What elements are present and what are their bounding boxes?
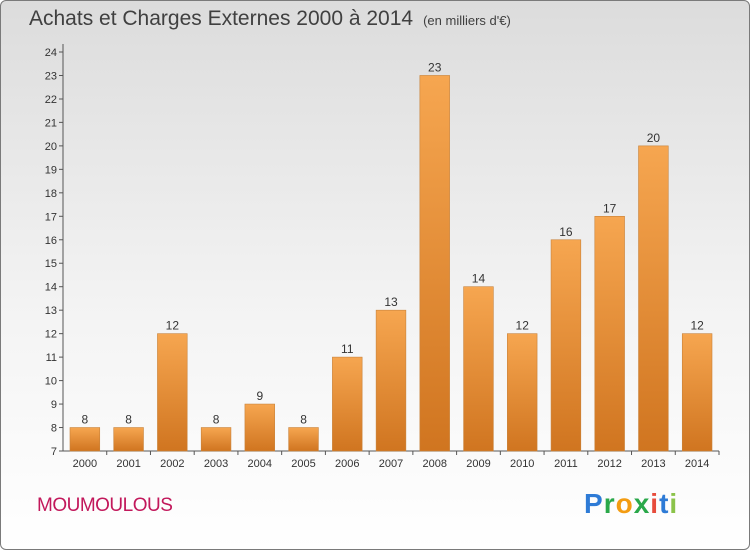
data-label: 8 — [125, 413, 132, 427]
y-tick-label: 18 — [45, 188, 57, 200]
logo-letter: i — [669, 488, 679, 519]
y-tick-label: 12 — [45, 329, 57, 341]
bar — [638, 145, 669, 452]
y-tick-label: 22 — [45, 94, 57, 106]
y-tick-label: 8 — [51, 423, 57, 435]
data-label: 23 — [428, 60, 442, 74]
data-label: 8 — [82, 413, 89, 427]
y-tick-label: 14 — [45, 282, 57, 294]
chart-title-text: Achats et Charges Externes 2000 à 2014 — [29, 7, 414, 30]
logo-letter: r — [603, 488, 616, 519]
bar — [594, 215, 625, 452]
y-tick-label: 11 — [46, 352, 57, 364]
x-tick-label: 2011 — [554, 458, 578, 470]
bar — [288, 427, 319, 452]
y-tick-label: 13 — [45, 305, 57, 317]
y-tick-label: 23 — [45, 70, 57, 82]
y-tick-label: 16 — [45, 235, 57, 247]
x-tick-label: 2006 — [335, 458, 359, 470]
x-tick-label: 2009 — [466, 458, 490, 470]
x-tick-label: 2001 — [116, 458, 140, 470]
bar — [332, 356, 363, 452]
x-tick-label: 2012 — [597, 458, 621, 470]
data-label: 12 — [690, 319, 704, 333]
data-label: 17 — [603, 201, 617, 215]
bar — [419, 75, 450, 452]
logo-letter: i — [650, 488, 660, 519]
x-tick-label: 2002 — [160, 458, 184, 470]
data-label: 8 — [213, 413, 220, 427]
x-tick-label: 2008 — [422, 458, 446, 470]
x-tick-label: 2007 — [379, 458, 403, 470]
y-tick-label: 15 — [45, 258, 57, 270]
x-tick-label: 2000 — [73, 458, 97, 470]
y-tick-label: 10 — [45, 376, 57, 388]
y-tick-label: 21 — [45, 117, 57, 129]
x-tick-label: 2010 — [510, 458, 534, 470]
data-label: 14 — [472, 272, 486, 286]
data-label: 20 — [647, 131, 661, 145]
bar — [550, 239, 582, 452]
bar — [463, 286, 494, 452]
y-tick-label: 7 — [51, 446, 57, 458]
y-tick-label: 20 — [45, 141, 57, 153]
bar — [681, 333, 713, 452]
proxiti-logo: Proxiti — [584, 488, 678, 520]
y-tick-label: 24 — [45, 47, 57, 59]
bar — [375, 309, 407, 452]
chart-bars: 8 8 12 8 9 8 11 13 23 14 12 16 17 20 12 — [69, 60, 713, 452]
data-label: 13 — [384, 295, 398, 309]
x-tick-label: 2014 — [685, 458, 709, 470]
bar — [69, 427, 101, 452]
commune-name: MOUMOULOUS — [37, 495, 173, 516]
data-label: 12 — [516, 319, 530, 333]
chart-subtitle: (en milliers d'€) — [423, 13, 511, 28]
bar — [244, 403, 275, 452]
bar — [113, 427, 144, 452]
logo-letter: x — [633, 488, 651, 519]
data-label: 12 — [166, 319, 180, 333]
logo-letter: t — [659, 488, 670, 519]
y-tick-label: 19 — [45, 164, 57, 176]
chart-title: Achats et Charges Externes 2000 à 2014 (e… — [29, 7, 511, 31]
data-label: 8 — [300, 413, 307, 427]
y-tick-label: 17 — [45, 211, 57, 223]
bar — [200, 427, 232, 452]
logo-letter: P — [584, 488, 604, 519]
x-tick-label: 2005 — [291, 458, 315, 470]
x-tick-label: 2003 — [204, 458, 228, 470]
x-tick-label: 2004 — [248, 458, 272, 470]
x-tick-label: 2013 — [641, 458, 665, 470]
data-label: 9 — [256, 389, 263, 403]
y-tick-label: 9 — [51, 399, 57, 411]
data-label: 11 — [341, 342, 354, 356]
data-label: 16 — [559, 225, 573, 239]
bar — [507, 333, 538, 452]
logo-letter: o — [615, 488, 634, 519]
bar — [157, 333, 188, 452]
